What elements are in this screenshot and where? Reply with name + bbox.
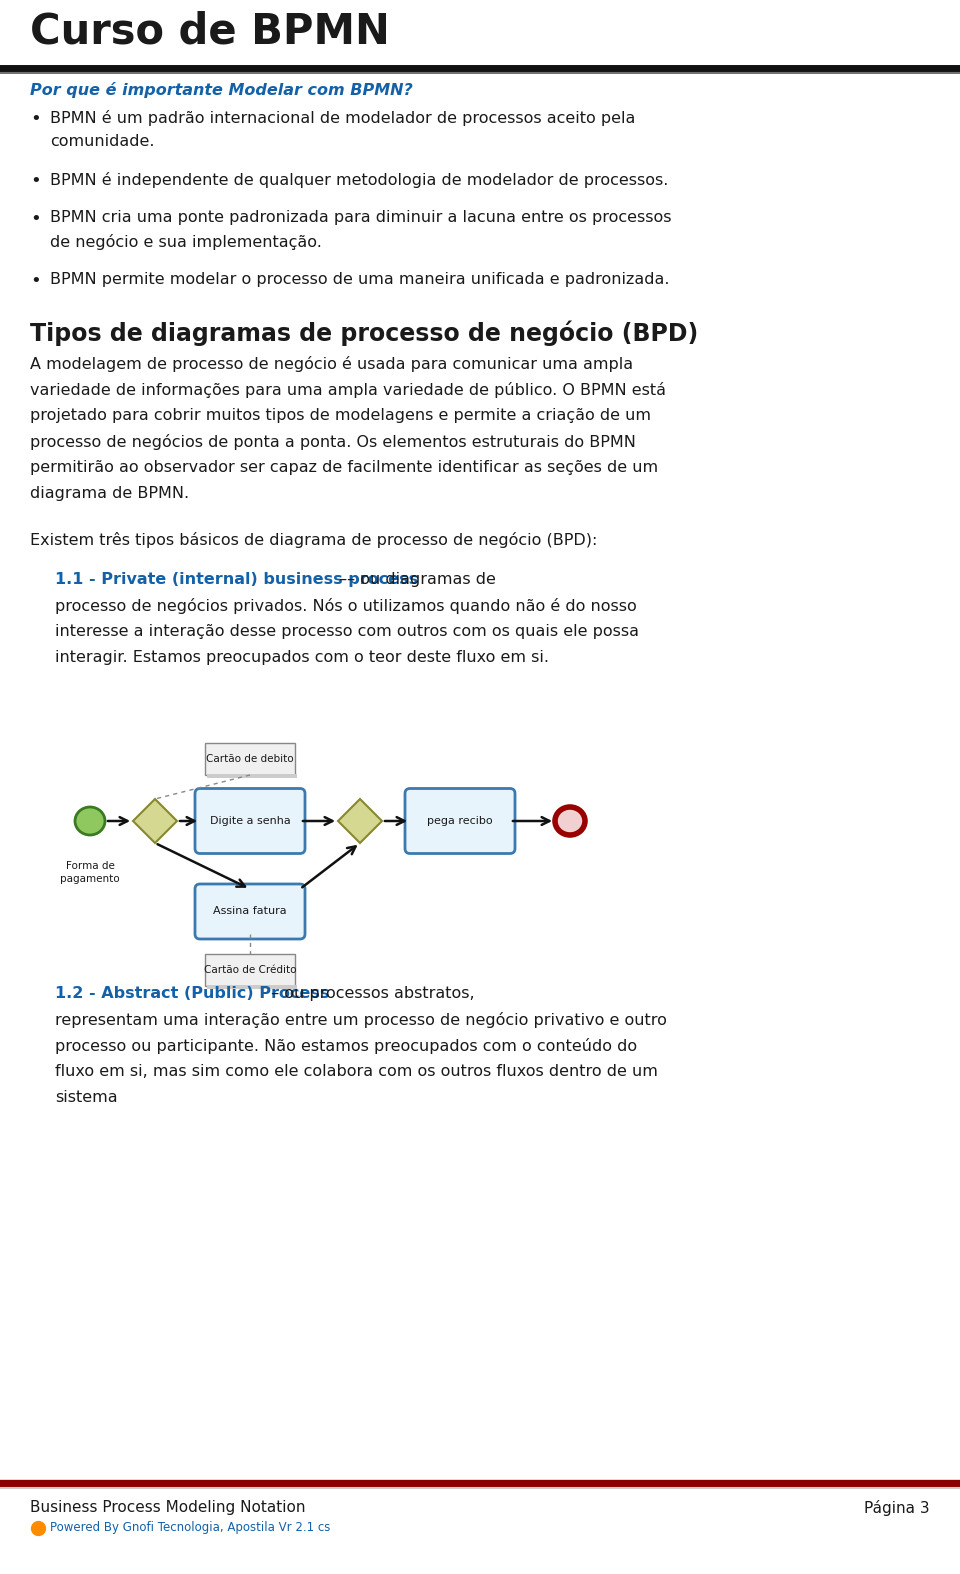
Text: Existem três tipos básicos de diagrama de processo de negócio (BPD):: Existem três tipos básicos de diagrama d… — [30, 532, 597, 548]
Text: A modelagem de processo de negócio é usada para comunicar uma ampla: A modelagem de processo de negócio é usa… — [30, 356, 634, 371]
Text: processo de negócios privados. Nós o utilizamos quando não é do nosso: processo de negócios privados. Nós o uti… — [55, 598, 636, 614]
FancyBboxPatch shape — [195, 789, 305, 853]
Text: BPMN cria uma ponte padronizada para diminuir a lacuna entre os processos: BPMN cria uma ponte padronizada para dim… — [50, 209, 671, 225]
Text: Curso de BPMN: Curso de BPMN — [30, 9, 390, 52]
Ellipse shape — [555, 807, 585, 834]
Text: de negócio e sua implementação.: de negócio e sua implementação. — [50, 235, 322, 250]
Text: – ou processos abstratos,: – ou processos abstratos, — [266, 985, 474, 1001]
Text: processo de negócios de ponta a ponta. Os elementos estruturais do BPMN: processo de negócios de ponta a ponta. O… — [30, 434, 636, 450]
Text: diagrama de BPMN.: diagrama de BPMN. — [30, 486, 189, 501]
Text: Digite a senha: Digite a senha — [209, 815, 290, 826]
Text: Powered By Gnofi Tecnologia, Apostila Vr 2.1 cs: Powered By Gnofi Tecnologia, Apostila Vr… — [50, 1522, 330, 1535]
Text: •: • — [30, 110, 40, 127]
Text: Cartão de Crédito: Cartão de Crédito — [204, 965, 297, 974]
Text: Assina fatura: Assina fatura — [213, 907, 287, 916]
Text: processo ou participante. Não estamos preocupados com o conteúdo do: processo ou participante. Não estamos pr… — [55, 1037, 637, 1055]
FancyBboxPatch shape — [195, 885, 305, 940]
Ellipse shape — [75, 807, 105, 834]
FancyBboxPatch shape — [207, 985, 297, 988]
Text: 1.2 - Abstract (Public) Process: 1.2 - Abstract (Public) Process — [55, 985, 329, 1001]
Text: –– ou diagramas de: –– ou diagramas de — [334, 571, 495, 587]
Text: permitirão ao observador ser capaz de facilmente identificar as seções de um: permitirão ao observador ser capaz de fa… — [30, 460, 659, 475]
FancyBboxPatch shape — [405, 789, 515, 853]
Text: interagir. Estamos preocupados com o teor deste fluxo em si.: interagir. Estamos preocupados com o teo… — [55, 650, 549, 664]
Text: projetado para cobrir muitos tipos de modelagens e permite a criação de um: projetado para cobrir muitos tipos de mo… — [30, 408, 651, 423]
Text: BPMN permite modelar o processo de uma maneira unificada e padronizada.: BPMN permite modelar o processo de uma m… — [50, 272, 669, 286]
FancyBboxPatch shape — [205, 743, 295, 774]
FancyBboxPatch shape — [207, 774, 297, 778]
Polygon shape — [338, 800, 382, 844]
Text: Página 3: Página 3 — [864, 1500, 930, 1516]
Polygon shape — [133, 800, 177, 844]
Text: Cartão de debito: Cartão de debito — [206, 754, 294, 763]
Text: sistema: sistema — [55, 1091, 118, 1105]
Text: BPMN é independente de qualquer metodologia de modelador de processos.: BPMN é independente de qualquer metodolo… — [50, 172, 668, 187]
FancyBboxPatch shape — [205, 954, 295, 985]
Text: variedade de informações para uma ampla variedade de público. O BPMN está: variedade de informações para uma ampla … — [30, 382, 666, 398]
Text: interesse a interação desse processo com outros com os quais ele possa: interesse a interação desse processo com… — [55, 623, 639, 639]
Text: BPMN é um padrão internacional de modelador de processos aceito pela: BPMN é um padrão internacional de modela… — [50, 110, 636, 126]
Text: representam uma interação entre um processo de negócio privativo e outro: representam uma interação entre um proce… — [55, 1012, 667, 1028]
Text: •: • — [30, 172, 40, 190]
Text: Business Process Modeling Notation: Business Process Modeling Notation — [30, 1500, 305, 1516]
Text: Tipos de diagramas de processo de negócio (BPD): Tipos de diagramas de processo de negóci… — [30, 320, 698, 346]
Text: Forma de
pagamento: Forma de pagamento — [60, 861, 120, 885]
Text: Por que é importante Modelar com BPMN?: Por que é importante Modelar com BPMN? — [30, 82, 413, 98]
Text: pega recibo: pega recibo — [427, 815, 492, 826]
Text: •: • — [30, 272, 40, 290]
Text: •: • — [30, 209, 40, 228]
Text: comunidade.: comunidade. — [50, 134, 155, 150]
Text: fluxo em si, mas sim como ele colabora com os outros fluxos dentro de um: fluxo em si, mas sim como ele colabora c… — [55, 1064, 658, 1080]
Text: 1.1 - Private (internal) business process: 1.1 - Private (internal) business proces… — [55, 571, 419, 587]
